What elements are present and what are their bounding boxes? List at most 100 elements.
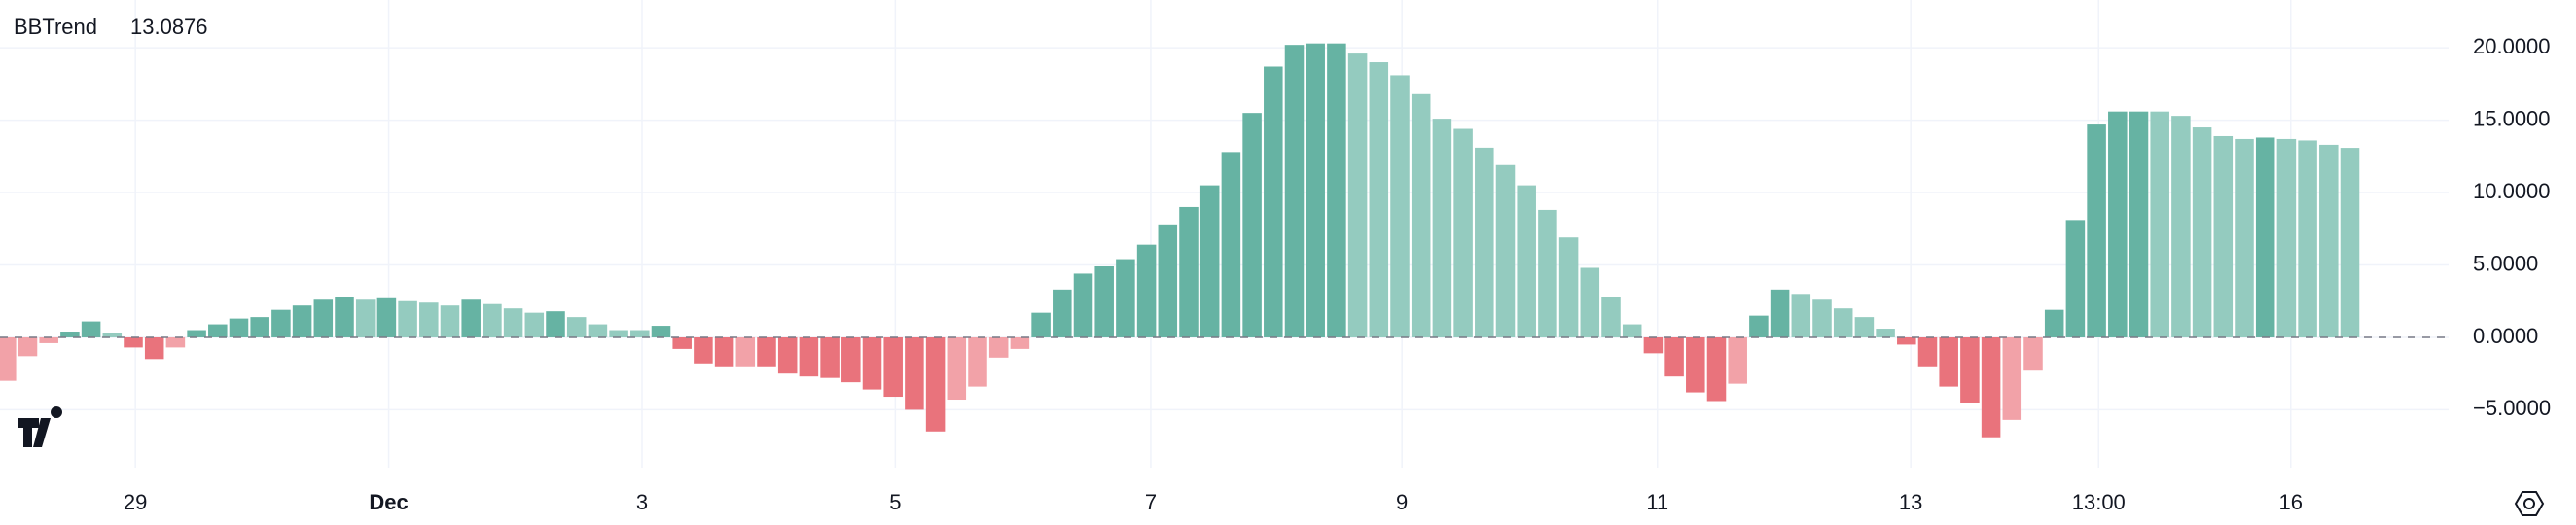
bar (1960, 336, 1980, 402)
bar (250, 317, 269, 337)
bar (1728, 336, 1747, 384)
bar (651, 326, 671, 337)
bar (483, 303, 502, 337)
bar (1917, 336, 1938, 367)
bar (355, 299, 376, 337)
bar (39, 336, 58, 343)
indicator-title: BBTrend (14, 15, 97, 39)
x-tick-label: 7 (1145, 490, 1157, 514)
bar (1622, 324, 1642, 337)
bar (1749, 315, 1769, 337)
bar (1981, 336, 2001, 438)
bar (777, 336, 798, 374)
y-tick-label: 10.0000 (2473, 179, 2551, 203)
bar (609, 330, 628, 337)
bar (1833, 308, 1853, 337)
x-tick-label: 9 (1396, 490, 1408, 514)
bar (566, 317, 587, 337)
x-tick-label: 3 (636, 490, 648, 514)
bar (2108, 111, 2128, 337)
bar (1053, 289, 1072, 337)
bar (2129, 111, 2149, 337)
bar (1264, 66, 1283, 337)
bar (588, 324, 608, 337)
bar (757, 336, 776, 367)
bar (18, 336, 38, 357)
bar (1601, 297, 1621, 337)
tradingview-logo (18, 406, 63, 447)
bar (376, 298, 397, 337)
settings-button[interactable] (2514, 491, 2545, 516)
bar (841, 336, 861, 383)
bar (187, 330, 206, 337)
bar (2065, 220, 2086, 337)
bar (1327, 43, 1346, 337)
bar (503, 308, 523, 337)
bar (1094, 266, 1114, 337)
bar (144, 336, 164, 360)
bar (1347, 53, 1368, 337)
bar (165, 336, 186, 348)
bar (1306, 43, 1325, 337)
bar (546, 311, 565, 337)
bar (1432, 119, 1452, 337)
bar (124, 336, 143, 348)
bar (208, 324, 228, 337)
bar (1791, 294, 1811, 337)
x-tick-label: 13 (1899, 490, 1922, 514)
bar (968, 336, 987, 387)
bar (1242, 113, 1262, 337)
bar (883, 336, 903, 398)
bar (1453, 128, 1473, 337)
x-tick-label: 5 (889, 490, 901, 514)
bar (102, 332, 123, 337)
bar (2023, 336, 2043, 371)
bar (2002, 336, 2022, 420)
bar (2213, 135, 2234, 337)
bar (947, 336, 967, 401)
bar (1770, 289, 1790, 337)
bar (2319, 144, 2339, 337)
bar (2255, 137, 2275, 337)
bar (1199, 185, 1220, 337)
bar (1939, 336, 1958, 387)
bar (398, 300, 417, 337)
bar (1854, 317, 1875, 337)
bar (419, 302, 439, 337)
y-tick-label: 15.0000 (2473, 106, 2551, 130)
bar (1876, 329, 1895, 337)
bar (292, 305, 312, 337)
bar (2235, 138, 2254, 337)
bar (1221, 152, 1241, 337)
bar (1812, 299, 1832, 337)
bar (1686, 336, 1705, 393)
bar (1495, 164, 1516, 337)
indicator-value: 13.0876 (130, 15, 208, 39)
bar (1643, 336, 1664, 354)
bar (2044, 309, 2064, 337)
bar (988, 336, 1009, 358)
bar (672, 336, 692, 349)
bar (524, 312, 545, 337)
bar (1897, 336, 1916, 345)
bar (1116, 259, 1135, 337)
bar (1158, 224, 1178, 337)
bar (1664, 336, 1684, 377)
bar (2340, 148, 2360, 337)
bar (820, 336, 840, 378)
bar (2298, 140, 2317, 337)
bar (1390, 75, 1410, 337)
bar (1010, 336, 1030, 349)
bar (271, 309, 291, 337)
bar (1517, 185, 1536, 337)
bar (2276, 138, 2297, 337)
bar (694, 336, 713, 364)
bar (461, 299, 481, 337)
bar (1580, 267, 1600, 337)
bar (229, 318, 249, 337)
bar (1136, 244, 1157, 337)
bar (2150, 111, 2169, 337)
x-tick-label: 13:00 (2072, 490, 2126, 514)
bar (1369, 62, 1389, 337)
